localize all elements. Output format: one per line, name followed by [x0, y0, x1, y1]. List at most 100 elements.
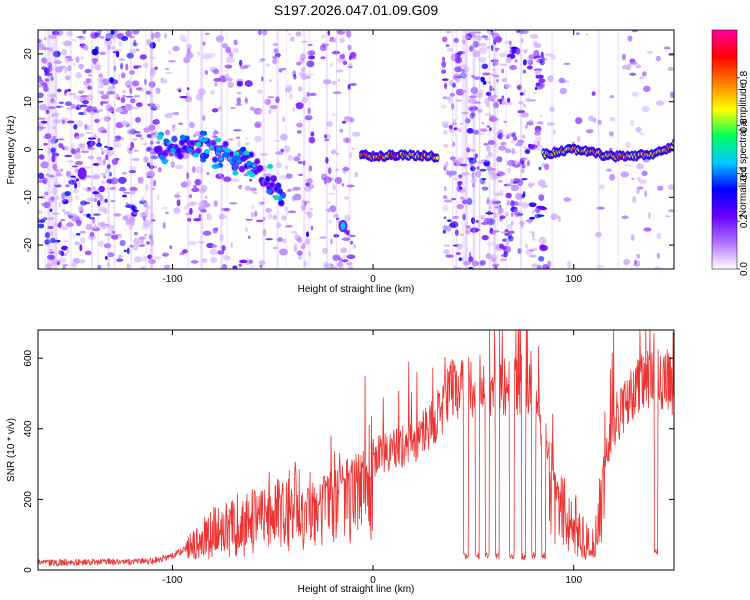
spectrogram-noise-blob [336, 69, 344, 73]
spectrogram-noise-blob [44, 239, 51, 245]
spectrogram-noise-blob [59, 168, 64, 172]
spectrogram-noise-blob [104, 198, 108, 203]
spectrogram-noise-streak [452, 30, 454, 269]
spectrogram-noise-blob [323, 263, 332, 269]
spectrogram-noise-blob [122, 172, 128, 175]
spectrogram-noise-blob [64, 154, 73, 158]
spectrogram-noise-blob [162, 252, 169, 257]
spectrogram-noise-blob [477, 92, 483, 99]
spectrogram-noise-blob [244, 227, 249, 232]
spectrogram-noise-blob [148, 81, 156, 88]
spectrogram-noise-blob [59, 105, 64, 108]
spectrogram-ridge-core [249, 152, 254, 157]
spectrogram-noise-blob [327, 193, 335, 196]
spectrogram-noise-blob [146, 162, 151, 167]
spectrogram-noise-blob [141, 196, 145, 203]
spectrogram-noise-blob [531, 263, 539, 268]
spectrogram-noise-blob [349, 82, 357, 87]
spectrogram-ridge-spot [267, 164, 274, 169]
spectrogram-noise-blob [485, 102, 490, 108]
colorbar-tick-label: 0.0 [739, 262, 750, 276]
spectrogram-noise-blob [108, 106, 114, 112]
spectrogram-noise-blob [262, 216, 266, 221]
spectrogram-noise-blob [349, 51, 357, 59]
spectrogram-noise-streak [47, 30, 50, 269]
spectrogram-noise-blob [133, 149, 140, 153]
spectrogram-noise-blob [85, 131, 92, 135]
spectrogram-noise-blob [344, 196, 349, 200]
spectrogram-noise-blob [533, 42, 542, 49]
spectrogram-noise-blob [91, 174, 101, 180]
spectrogram-noise-blob [125, 63, 129, 71]
spectrogram-noise-blob [306, 231, 309, 238]
spectrogram-noise-blob [229, 138, 234, 141]
spectrogram-noise-blob [509, 64, 517, 71]
spectrogram-noise-blob [342, 254, 346, 259]
spectrogram-noise-blob [525, 249, 533, 256]
spectrogram-noise-blob [527, 59, 534, 66]
spectrogram-noise-blob [444, 161, 449, 168]
spectrogram-noise-blob [89, 110, 95, 116]
spectrogram-noise-blob [111, 45, 115, 50]
spectrogram-noise-blob [66, 30, 73, 37]
spectrogram-noise-blob [333, 234, 340, 238]
spectrogram-noise-blob [297, 256, 302, 259]
spectrogram-noise-blob [290, 36, 295, 42]
spectrogram-noise-blob [494, 192, 504, 197]
spectrogram-noise-blob [133, 94, 141, 98]
spectrogram-noise-blob [140, 266, 146, 269]
spectrogram-noise-blob [306, 211, 313, 219]
spectrogram-noise-blob [330, 238, 333, 245]
spectrogram-noise-blob [466, 197, 473, 205]
spectrogram-noise-streak [348, 30, 351, 269]
spectrogram-noise-blob [188, 194, 193, 199]
spectrogram-noise-blob [495, 49, 499, 52]
spectrogram-ridge-core [239, 166, 245, 172]
spectrogram-noise-blob [54, 184, 61, 188]
spectrogram-noise-blob [348, 152, 353, 158]
spectrogram-noise-blob [537, 121, 544, 125]
spectrogram-noise-blob [238, 263, 242, 267]
spectrogram-noise-blob [484, 112, 492, 117]
spectrogram-noise-blob [252, 191, 258, 194]
spectrogram-noise-blob [58, 142, 64, 149]
spectrogram-noise-blob [550, 213, 559, 220]
spectrogram-noise-blob [330, 149, 337, 155]
spectrogram-noise-blob [206, 213, 212, 221]
spectrogram-noise-blob [292, 186, 301, 191]
spectrogram-noise-blob [272, 214, 277, 221]
spectrogram-noise-blob [119, 239, 126, 247]
spectrogram-noise-blob [79, 133, 85, 137]
spectrogram-noise-blob [653, 266, 662, 269]
spectrogram-noise-blob [39, 219, 46, 223]
spectrogram-noise-blob [72, 233, 76, 239]
spectrogram-ridge-spot [158, 154, 165, 160]
spectrogram-noise-blob [499, 215, 506, 220]
spectrogram-frame [37, 29, 675, 270]
spectrogram-noise-blob [504, 101, 513, 106]
spectrogram-noise-blob [124, 103, 133, 111]
spectrogram-noise-blob [630, 234, 635, 241]
spectrogram-noise-blob [631, 91, 639, 97]
spectrogram-noise-blob [667, 184, 674, 190]
spectrogram-noise-blob [535, 129, 542, 132]
spectrogram-noise-blob [509, 49, 515, 54]
spectrogram-noise-blob [169, 245, 173, 250]
spectrogram-noise-blob [133, 237, 141, 245]
spectrogram-noise-blob [296, 130, 302, 134]
spectrogram-noise-blob [198, 213, 202, 221]
spectrogram-noise-blob [510, 46, 518, 50]
spectrogram-noise-streak [488, 30, 491, 269]
spectrogram-noise-blob [441, 56, 446, 62]
spectrogram-noise-blob [244, 137, 248, 141]
spectrogram-y-tick-label: -20 [23, 237, 34, 252]
spectrogram-noise-blob [521, 164, 526, 169]
spectrogram-noise-blob [157, 167, 162, 173]
spectrogram-noise-blob [529, 216, 536, 220]
spectrogram-noise-blob [233, 47, 239, 54]
spectrogram-noise-blob [499, 63, 507, 66]
spectrogram-noise-blob [524, 243, 529, 249]
spectrogram-noise-blob [154, 66, 158, 70]
spectrogram-ridge-core [271, 176, 276, 181]
spectrogram-noise-blob [458, 257, 463, 261]
